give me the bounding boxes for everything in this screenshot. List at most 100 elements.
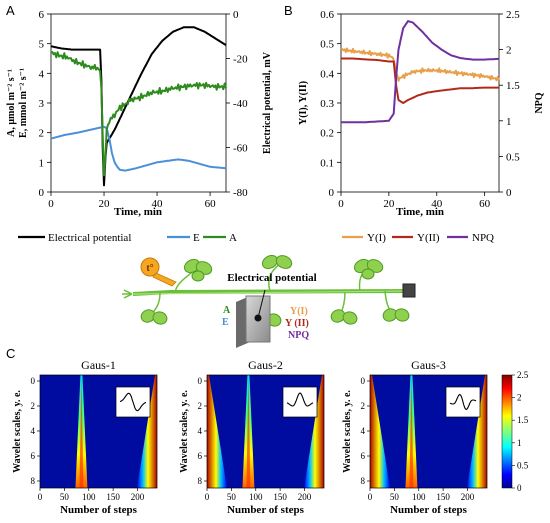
panel-a-series-a xyxy=(50,51,227,177)
panel-b-ytick-right-label: 2 xyxy=(506,45,512,57)
heatmap-xtick-label: 50 xyxy=(390,492,400,502)
heatmap-spike-core xyxy=(246,375,251,488)
heatmap-xlabel: Number of steps xyxy=(60,504,138,516)
panel-a-xtick-label: 40 xyxy=(152,198,164,210)
panel-a-ylabel-e: E, mmol m⁻² s⁻¹ xyxy=(18,68,29,138)
heatmap-xtick-label: 0 xyxy=(205,492,210,502)
panel-b-chart: 0 0.1 0.2 0.3 0.4 0.5 0.6 0 0.5 1 1.5 2 2.5 0 20 40 60… xyxy=(298,9,545,244)
panel-a-xlabel: Time, min xyxy=(114,206,162,218)
heatmap-spike-core xyxy=(409,375,414,488)
colorbar: 0 0.5 1 1.5 2 2.5 xyxy=(501,370,529,493)
panel-a-ytick-right-label: 0 xyxy=(233,9,239,21)
heatmap-edge-cone-left xyxy=(370,375,390,488)
panel-b-ytick-left-label: 0.5 xyxy=(320,39,334,51)
panel-a-xtick-label: 20 xyxy=(99,198,111,210)
stem-root-end xyxy=(122,289,133,299)
heatmap-xtick-label: 50 xyxy=(60,492,70,502)
heatmap-xtick-label: 0 xyxy=(38,492,43,502)
panel-b-ytick-left-label: 0 xyxy=(329,187,335,199)
heatmap-title: Gaus-2 xyxy=(248,358,283,372)
heatmap-title: Gaus-1 xyxy=(81,358,116,372)
legend-yii: Y(II) xyxy=(417,232,440,244)
panel-b-ytick-left-label: 0.1 xyxy=(320,157,334,169)
heatmap-ytick-label: 8 xyxy=(361,476,366,486)
heatmap-xtick-label: 200 xyxy=(461,492,475,502)
panel-b-xtick-label: 0 xyxy=(338,198,344,210)
heatmap-xtick-label: 100 xyxy=(412,492,426,502)
schematic-label-e: E xyxy=(222,317,229,328)
panel-a-series-electrical-potential xyxy=(50,26,227,187)
panel-b-xlabel: Time, min xyxy=(396,206,444,218)
heatmap-frame xyxy=(206,374,325,489)
plant-schematic: t° Electrical potential A E Y(I) Y (II) … xyxy=(122,254,416,348)
heatmap-ytick-label: 6 xyxy=(198,451,203,461)
heatmap-2: Gaus-2 0 50 100 150 200 0 2 4 6 8 Number of steps Wa… xyxy=(179,358,325,516)
heatmap-xtick-label: 50 xyxy=(227,492,237,502)
panel-b-ytick-right-label: 0 xyxy=(506,187,512,199)
panel-b-series-y-ii- xyxy=(341,57,499,104)
panel-a-ytick-left-label: 0 xyxy=(39,187,45,199)
legend-e: E xyxy=(193,232,200,244)
legend-electrical-potential: Electrical potential xyxy=(48,232,131,244)
colorbar-tick-label: 2 xyxy=(517,393,522,403)
panel-a-ytick-left-label: 5 xyxy=(39,39,45,51)
heatmap-xtick-label: 200 xyxy=(131,492,145,502)
heatmap-ytick-label: 8 xyxy=(198,476,203,486)
wavelet-shape-icon xyxy=(286,392,314,407)
schematic-title: Electrical potential xyxy=(227,272,317,284)
panel-a-ytick-right-label: -80 xyxy=(233,187,248,199)
colorbar-tick-label: 2.5 xyxy=(517,370,529,380)
heatmap-xlabel: Number of steps xyxy=(227,504,305,516)
panel-a-series-e xyxy=(50,125,227,172)
colorbar-tick-label: 1 xyxy=(517,438,522,448)
panel-a-ytick-left-label: 3 xyxy=(39,98,45,110)
panel-label-b: B xyxy=(284,3,293,18)
heatmap-ytick-label: 4 xyxy=(31,426,36,436)
panel-b-ylabel-left: Y(I), Y(II) xyxy=(298,81,309,125)
panel-b-ytick-left-label: 0.4 xyxy=(320,68,334,80)
schematic-label-a: A xyxy=(223,305,231,316)
heatmap-ytick-label: 6 xyxy=(361,451,366,461)
heatmap-spike-core xyxy=(79,375,84,488)
panel-a-ylabel-a: A, μmol m⁻² s⁻¹ xyxy=(6,69,17,137)
heatmap-ytick-label: 0 xyxy=(361,376,366,386)
schematic-label-yii: Y (II) xyxy=(285,318,309,329)
colorbar-tick-label: 0.5 xyxy=(517,460,529,470)
heatmap-xtick-label: 150 xyxy=(436,492,450,502)
panel-a-xtick-label: 60 xyxy=(205,198,217,210)
heatmap-3: Gaus-3 0 50 100 150 200 0 2 4 6 8 Number of steps Wa… xyxy=(342,358,488,516)
panel-label-c: C xyxy=(6,346,15,361)
heatmap-xtick-label: 200 xyxy=(298,492,312,502)
panel-b-ytick-right-label: 1 xyxy=(506,116,512,128)
heatmap-ytick-label: 4 xyxy=(361,426,366,436)
colorbar-gradient xyxy=(501,374,513,489)
panel-b-ytick-right-label: 1.5 xyxy=(506,80,520,92)
plant-stem-highlight xyxy=(132,290,411,295)
panel-a-ylabel-right: Electrical potential, mV xyxy=(262,51,273,154)
heatmap-edge-cone-right xyxy=(467,375,487,488)
panel-a-frame xyxy=(50,13,227,193)
heatmap-edge-cone-right xyxy=(137,375,157,488)
panel-b-xtick-label: 60 xyxy=(479,198,491,210)
schematic-label-npq: NPQ xyxy=(288,330,309,341)
panel-a-ytick-left-label: 4 xyxy=(39,68,45,80)
heatmap-ytick-label: 2 xyxy=(198,401,203,411)
heatmap-frame xyxy=(369,374,488,489)
panel-a-ytick-left-label: 2 xyxy=(39,128,45,140)
panel-b-ytick-left-label: 0.6 xyxy=(320,9,334,21)
wavelet-shape-icon xyxy=(449,393,477,411)
panel-b-frame xyxy=(340,13,500,193)
heatmap-edge-cone-left xyxy=(207,375,227,488)
colorbar-tick-label: 0 xyxy=(517,483,522,493)
panel-a-ytick-left-label: 1 xyxy=(39,157,45,169)
panel-b-series-y-i- xyxy=(340,47,500,82)
wavelet-inset xyxy=(282,386,318,418)
panel-b-xtick-label: 40 xyxy=(431,198,443,210)
wavelet-inset xyxy=(115,386,151,418)
heatmap-xtick-label: 100 xyxy=(82,492,96,502)
heatmap-xtick-label: 0 xyxy=(368,492,373,502)
heatmap-ytick-label: 2 xyxy=(31,401,36,411)
reference-electrode xyxy=(402,283,416,298)
